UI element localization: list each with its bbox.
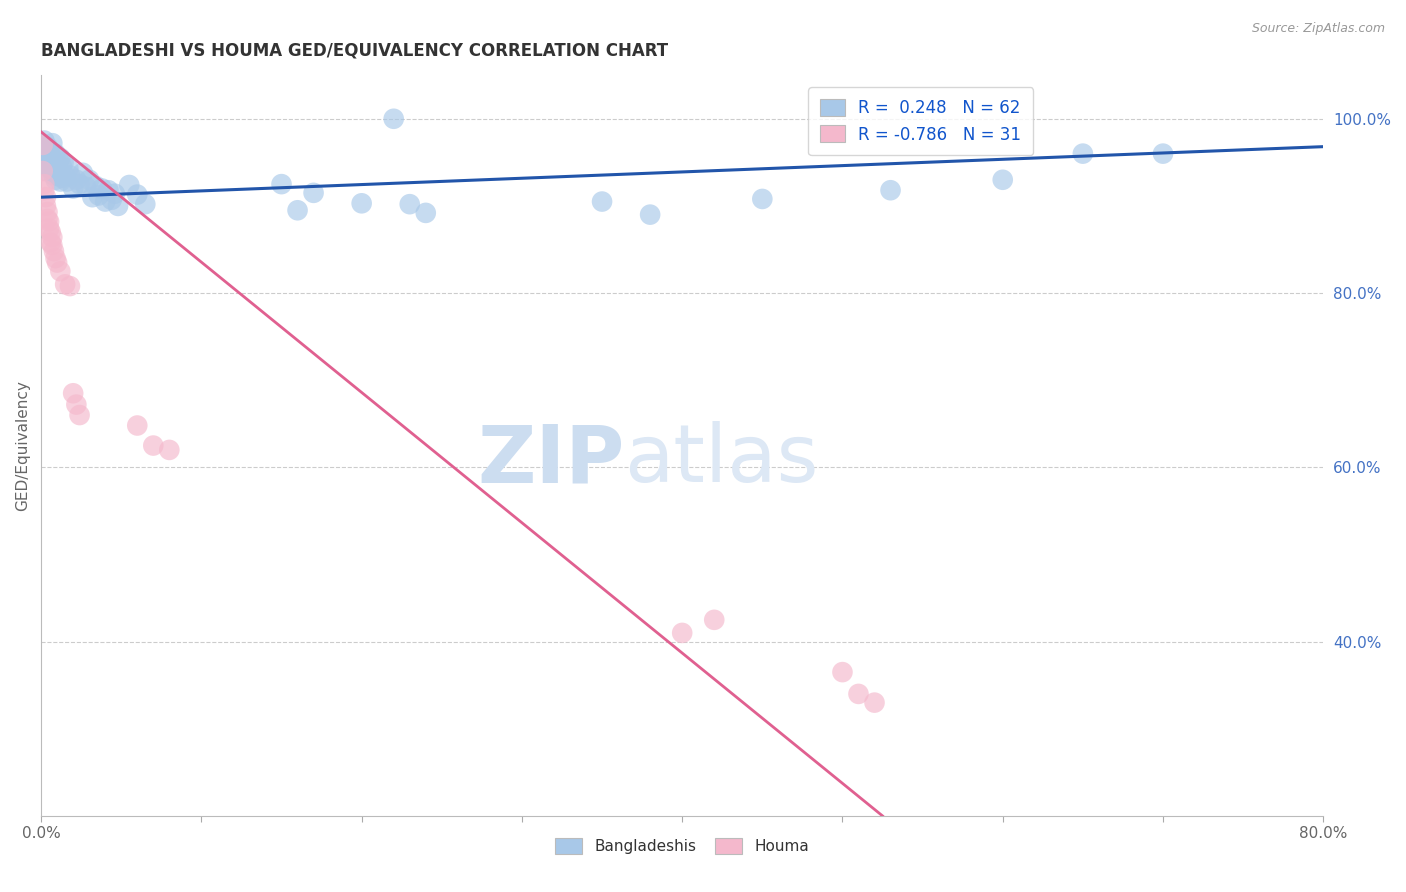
Point <box>287 203 309 218</box>
Point <box>46 157 69 171</box>
Point <box>142 438 165 452</box>
Point <box>49 264 72 278</box>
Point <box>703 613 725 627</box>
Point <box>87 188 110 202</box>
Point <box>51 160 73 174</box>
Point <box>39 235 62 250</box>
Point <box>35 164 58 178</box>
Point <box>58 161 80 176</box>
Point <box>46 169 69 183</box>
Point <box>84 178 107 193</box>
Point <box>38 145 60 159</box>
Point <box>82 190 104 204</box>
Point <box>62 386 84 401</box>
Point <box>53 277 76 292</box>
Point <box>270 177 292 191</box>
Point <box>302 186 325 200</box>
Point <box>34 151 56 165</box>
Point <box>97 183 120 197</box>
Point <box>75 179 97 194</box>
Point <box>59 169 82 183</box>
Point <box>118 178 141 192</box>
Legend: R =  0.248   N = 62, R = -0.786   N = 31: R = 0.248 N = 62, R = -0.786 N = 31 <box>808 87 1033 155</box>
Point <box>863 696 886 710</box>
Point <box>751 192 773 206</box>
Point <box>65 398 87 412</box>
Point <box>591 194 613 209</box>
Point <box>37 160 59 174</box>
Point <box>127 418 149 433</box>
Point <box>382 112 405 126</box>
Point <box>350 196 373 211</box>
Point <box>107 199 129 213</box>
Point <box>31 164 53 178</box>
Point <box>35 190 58 204</box>
Point <box>848 687 870 701</box>
Point <box>37 212 59 227</box>
Point <box>104 186 127 201</box>
Point <box>51 171 73 186</box>
Point <box>77 173 100 187</box>
Point <box>157 442 180 457</box>
Point <box>991 173 1014 187</box>
Point <box>55 174 77 188</box>
Point <box>34 177 56 191</box>
Point <box>35 199 58 213</box>
Point <box>34 183 56 197</box>
Point <box>48 164 70 178</box>
Point <box>59 279 82 293</box>
Y-axis label: GED/Equivalency: GED/Equivalency <box>15 380 30 511</box>
Point <box>38 221 60 235</box>
Point <box>91 181 114 195</box>
Point <box>127 187 149 202</box>
Point <box>39 162 62 177</box>
Point <box>100 193 122 207</box>
Point <box>638 208 661 222</box>
Point <box>62 181 84 195</box>
Point <box>31 137 53 152</box>
Point <box>37 205 59 219</box>
Point <box>35 146 58 161</box>
Point <box>41 136 63 151</box>
Point <box>38 155 60 169</box>
Point <box>42 169 65 183</box>
Point <box>53 169 76 183</box>
Point <box>44 251 66 265</box>
Point <box>41 238 63 252</box>
Point <box>34 134 56 148</box>
Point <box>37 139 59 153</box>
Text: ZIP: ZIP <box>477 421 624 500</box>
Point <box>831 665 853 679</box>
Point <box>38 214 60 228</box>
Point <box>48 153 70 168</box>
Point <box>46 255 69 269</box>
Text: Source: ZipAtlas.com: Source: ZipAtlas.com <box>1251 22 1385 36</box>
Point <box>72 166 94 180</box>
Point <box>415 206 437 220</box>
Point <box>31 137 53 152</box>
Point <box>398 197 420 211</box>
Point <box>879 183 901 197</box>
Point <box>42 160 65 174</box>
Point <box>65 173 87 187</box>
Point <box>49 174 72 188</box>
Point <box>42 244 65 259</box>
Text: BANGLADESHI VS HOUMA GED/EQUIVALENCY CORRELATION CHART: BANGLADESHI VS HOUMA GED/EQUIVALENCY COR… <box>41 42 668 60</box>
Text: atlas: atlas <box>624 421 818 500</box>
Point <box>39 225 62 239</box>
Point <box>94 194 117 209</box>
Point <box>41 230 63 244</box>
Point <box>69 177 91 191</box>
Point <box>39 148 62 162</box>
Point <box>69 408 91 422</box>
Point <box>44 146 66 161</box>
Point <box>49 151 72 165</box>
Point <box>134 197 156 211</box>
Point <box>44 173 66 187</box>
Point <box>671 626 693 640</box>
Point <box>41 153 63 168</box>
Point <box>1152 146 1174 161</box>
Point <box>52 155 75 169</box>
Point <box>1071 146 1094 161</box>
